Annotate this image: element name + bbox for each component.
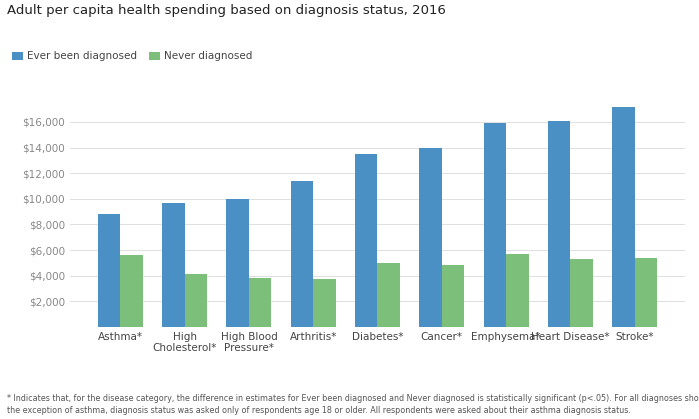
Bar <box>185 274 207 327</box>
Bar <box>249 278 271 327</box>
Bar <box>484 123 506 327</box>
Text: Adult per capita health spending based on diagnosis status, 2016: Adult per capita health spending based o… <box>7 4 446 17</box>
Bar <box>570 259 593 327</box>
Bar <box>612 106 635 327</box>
Bar <box>313 279 336 327</box>
Bar <box>355 154 377 327</box>
Bar <box>291 181 313 327</box>
Bar <box>635 258 657 327</box>
Bar <box>98 214 120 327</box>
Bar <box>506 254 528 327</box>
Legend: Ever been diagnosed, Never diagnosed: Ever been diagnosed, Never diagnosed <box>12 51 252 61</box>
Bar <box>419 147 442 327</box>
Bar <box>226 199 249 327</box>
Bar <box>548 121 570 327</box>
Bar <box>162 203 185 327</box>
Bar <box>120 255 143 327</box>
Bar <box>377 263 400 327</box>
Text: * Indicates that, for the disease category, the difference in estimates for Ever: * Indicates that, for the disease catego… <box>7 394 699 415</box>
Bar <box>442 265 464 327</box>
